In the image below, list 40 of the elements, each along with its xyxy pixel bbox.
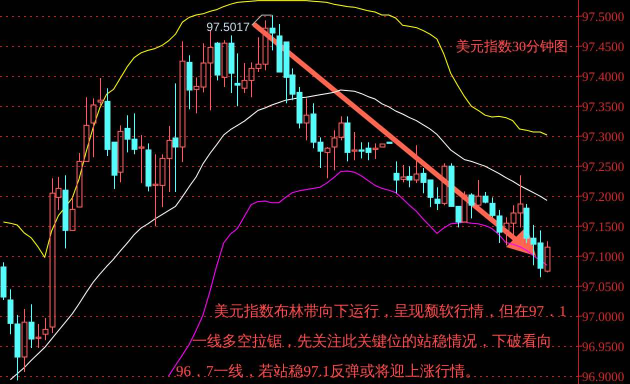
- candlestick: [180, 40, 186, 162]
- annotation: 96．7一线，若站稳97.1反弹或将迎上涨行情。: [176, 363, 480, 380]
- annotation: 美元指数布林带向下运行，呈现颓软行情，但在97．1: [214, 303, 566, 320]
- text: 美元指数30分钟图: [456, 39, 568, 55]
- y-tick-label: 97.1000: [582, 248, 624, 264]
- candlestick: [344, 116, 350, 162]
- candlestick: [352, 132, 358, 161]
- candlestick: [186, 54, 192, 110]
- y-tick-label: 96.9500: [582, 338, 624, 354]
- candlestick: [172, 82, 178, 192]
- candlestick: [90, 98, 96, 158]
- y-tick-label: 97.2500: [582, 158, 624, 174]
- candlestick: [28, 304, 34, 348]
- candlestick: [270, 14, 276, 51]
- candlestick: [304, 98, 310, 141]
- y-tick-label: 97.2000: [582, 188, 624, 204]
- y-tick-label: 97.0500: [582, 278, 624, 294]
- candlestick: [42, 318, 48, 341]
- candlestick: [138, 134, 144, 184]
- candlestick: [434, 186, 440, 210]
- candlestick: [394, 160, 400, 194]
- candlestick: [118, 124, 124, 183]
- line-series: [10, 90, 548, 380]
- y-tick-label: 96.9000: [582, 368, 624, 384]
- y-tick-label: 97.3500: [582, 98, 624, 114]
- candlestick: [36, 324, 42, 348]
- candlestick: [146, 142, 152, 192]
- y-tick-label: 97.1500: [582, 218, 624, 234]
- y-tick-label: 97.4500: [582, 38, 624, 54]
- candlestick: [62, 174, 68, 249]
- candlestick: [22, 308, 28, 372]
- y-tick-label: 97.4000: [582, 68, 624, 84]
- candlestick: [406, 166, 412, 188]
- annotation: 97.5017: [206, 20, 250, 34]
- annotation: 一线多空拉锯，先关注此关键位的站稳情况，下破看向: [192, 333, 552, 350]
- y-tick-label: 97.0000: [582, 308, 624, 324]
- candlestick: [234, 52, 240, 107]
- candlestick: [228, 34, 234, 94]
- y-tick-label: 97.5000: [582, 8, 624, 24]
- y-tick-label: 97.3000: [582, 128, 624, 144]
